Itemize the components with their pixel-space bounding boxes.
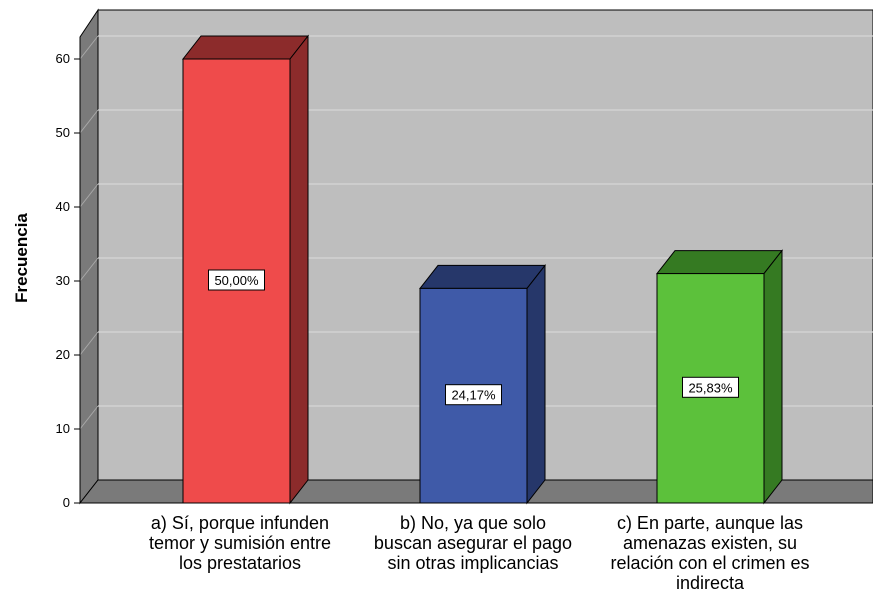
y-tick-label: 40 [56,199,70,214]
gridline-side [79,109,99,134]
chart-left-wall [79,8,99,505]
y-axis-label: Frecuencia [12,213,32,303]
gridline-side [79,405,99,430]
bar-2: 24,17% [418,263,547,505]
category-label-c: c) En parte, aunque las amenazas existen… [610,513,810,593]
data-label: 25,83% [688,380,733,395]
gridline-side [79,257,99,282]
y-tick-label: 30 [56,273,70,288]
y-axis-label-wrap: Frecuencia [8,158,36,358]
y-tick-label: 50 [56,125,70,140]
data-label: 50,00% [214,273,259,288]
data-label-box [682,376,739,398]
bar-1: 50,00% [181,34,310,505]
bar-side [526,263,546,505]
y-tick-label: 0 [63,495,70,510]
bar-top [655,250,784,275]
bar-3: 25,83% [655,249,784,505]
bar-top [181,35,310,60]
y-tick-label: 20 [56,347,70,362]
data-label: 24,17% [451,388,496,403]
gridline-side [79,35,99,60]
category-label-b: b) No, ya que solo buscan asegurar el pa… [373,513,573,573]
bar-top [418,264,547,289]
y-tick-label: 10 [56,421,70,436]
bars: 50,00% 24,17% 25,83% [181,34,784,505]
gridline-side [79,183,99,208]
y-axis: 0 10 20 30 40 50 60 [56,42,81,510]
y-tick-label: 60 [56,51,70,66]
bar-side [289,34,309,505]
category-label-a: a) Sí, porque infunden temor y sumisión … [148,513,332,573]
gridline-side [79,331,99,356]
data-label-box [445,384,502,406]
bar-side [763,249,783,505]
data-label-box [208,269,265,291]
